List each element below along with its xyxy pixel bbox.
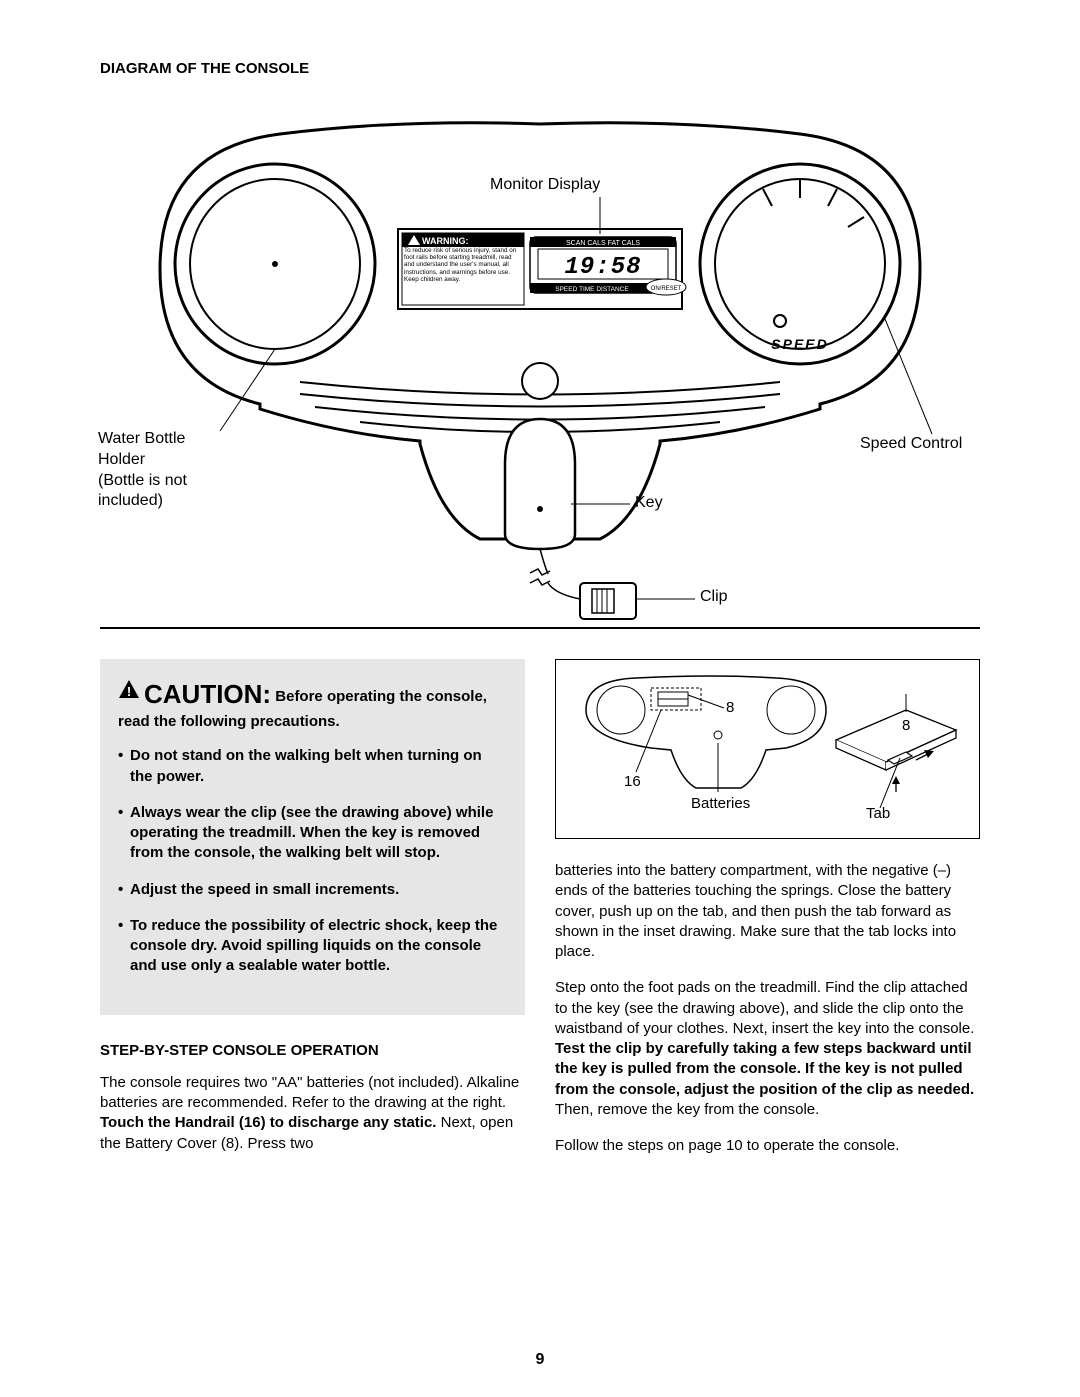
right-p3: Follow the steps on page 10 to operate t… [555, 1136, 980, 1156]
right-p1: batteries into the battery compartment, … [555, 861, 980, 962]
caution-box: ! CAUTION: Before operating the console,… [100, 659, 525, 1015]
left-column: ! CAUTION: Before operating the console,… [100, 659, 525, 1172]
label-batteries: Batteries [691, 794, 750, 814]
label-8a: 8 [726, 698, 734, 718]
svg-text:WARNING:: WARNING: [422, 236, 469, 246]
svg-text:SCAN CALS FAT CALS: SCAN CALS FAT CALS [566, 240, 640, 247]
step-title: STEP-BY-STEP CONSOLE OPERATION [100, 1041, 525, 1061]
caution-item: Do not stand on the walking belt when tu… [118, 746, 507, 787]
caution-word: CAUTION: [144, 679, 271, 709]
callout-waterbottle: Water Bottle Holder (Bottle is not inclu… [98, 429, 187, 512]
callout-speed: Speed Control [860, 434, 962, 455]
caution-item: Always wear the clip (see the drawing ab… [118, 803, 507, 864]
warning-triangle-icon: ! [118, 679, 140, 705]
lcd-readout: 19:58 [564, 254, 641, 281]
right-column: 8 8 16 Batteries Tab batteries into the … [555, 659, 980, 1172]
diagram-title: DIAGRAM OF THE CONSOLE [100, 60, 980, 77]
label-16: 16 [624, 772, 641, 792]
right-p2: Step onto the foot pads on the treadmill… [555, 978, 980, 1120]
caution-item: Adjust the speed in small increments. [118, 880, 507, 900]
console-diagram: SPEED WARNING: To reduce risk of serious… [100, 89, 980, 629]
warning-text: To reduce risk of serious injury, stand … [404, 247, 522, 283]
left-paragraph: The console requires two "AA" batteries … [100, 1073, 525, 1154]
svg-text:SPEED TIME DISTANCE: SPEED TIME DISTANCE [555, 286, 629, 293]
battery-diagram: 8 8 16 Batteries Tab [555, 659, 980, 839]
callout-monitor: Monitor Display [490, 175, 600, 196]
page-number: 9 [0, 1351, 1080, 1369]
speed-dial-label: SPEED [771, 336, 828, 352]
svg-text:ON/RESET: ON/RESET [651, 286, 682, 292]
caution-item: To reduce the possibility of electric sh… [118, 916, 507, 977]
label-tab: Tab [866, 804, 890, 824]
svg-text:!: ! [127, 684, 131, 699]
callout-key: Key [635, 493, 663, 514]
callout-clip: Clip [700, 587, 728, 608]
label-8b: 8 [902, 716, 910, 736]
